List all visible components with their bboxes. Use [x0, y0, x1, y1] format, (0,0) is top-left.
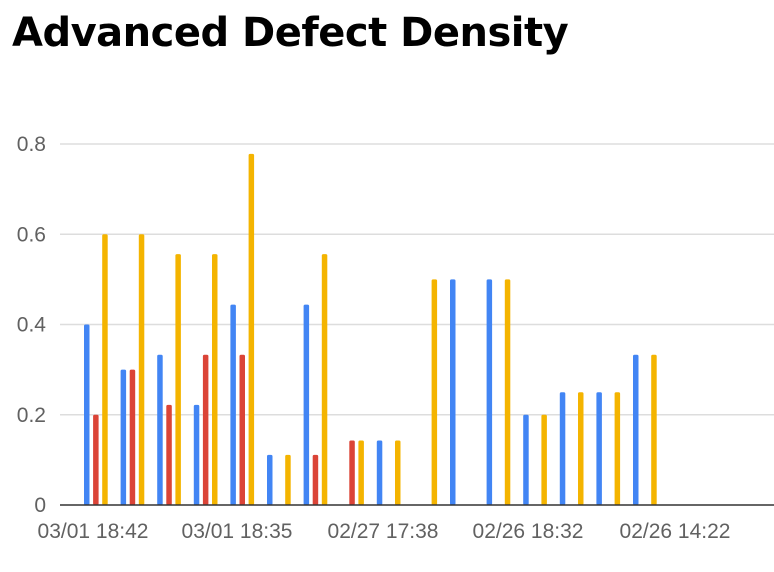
bar-red [312, 454, 319, 505]
bar-yellow [321, 254, 328, 505]
x-tick-label: 03/01 18:42 [38, 520, 149, 543]
y-tick-label: 0.2 [17, 404, 46, 427]
bar-blue [84, 324, 90, 505]
bar-blue [486, 279, 493, 505]
bar-yellow [431, 279, 438, 505]
bar-yellow [138, 234, 145, 505]
bar-blue [230, 304, 236, 505]
bar-blue [120, 369, 127, 505]
y-tick-label: 0.8 [17, 133, 46, 156]
bar-yellow [175, 254, 181, 505]
bar-yellow [212, 254, 218, 505]
bar-blue [376, 440, 383, 505]
bar-red [239, 354, 245, 505]
x-tick-label: 03/01 18:35 [182, 520, 293, 543]
bar-red [166, 404, 172, 505]
bar-yellow [248, 153, 255, 506]
bar-yellow [541, 414, 547, 505]
bar-yellow [651, 354, 657, 505]
bar-blue [267, 454, 273, 505]
x-tick-label: 02/26 14:22 [620, 520, 731, 543]
bar-yellow [358, 440, 364, 505]
bar-red [129, 369, 136, 505]
bar-yellow [395, 440, 401, 505]
bar-yellow [504, 279, 511, 505]
chart-title: Advanced Defect Density [12, 10, 569, 56]
y-tick-label: 0.4 [17, 314, 47, 337]
bar-red [349, 440, 355, 505]
bar-red [202, 354, 209, 505]
bar-blue [523, 414, 529, 505]
y-tick-label: 0 [34, 494, 46, 517]
bar-yellow [285, 454, 291, 505]
x-tick-label: 02/27 17:38 [328, 520, 439, 543]
bar-blue [157, 354, 163, 505]
bar-yellow [578, 392, 584, 505]
bar-yellow [614, 392, 621, 505]
x-tick-label: 02/26 18:32 [473, 520, 584, 543]
bar-blue [633, 354, 639, 505]
y-tick-label: 0.6 [17, 223, 46, 246]
bar-red [93, 414, 99, 505]
bar-blue [193, 404, 200, 505]
bar-yellow [102, 234, 108, 505]
bar-blue [450, 279, 456, 505]
bar-blue [596, 392, 602, 505]
bar-blue [559, 392, 566, 505]
bar-blue [303, 304, 310, 505]
